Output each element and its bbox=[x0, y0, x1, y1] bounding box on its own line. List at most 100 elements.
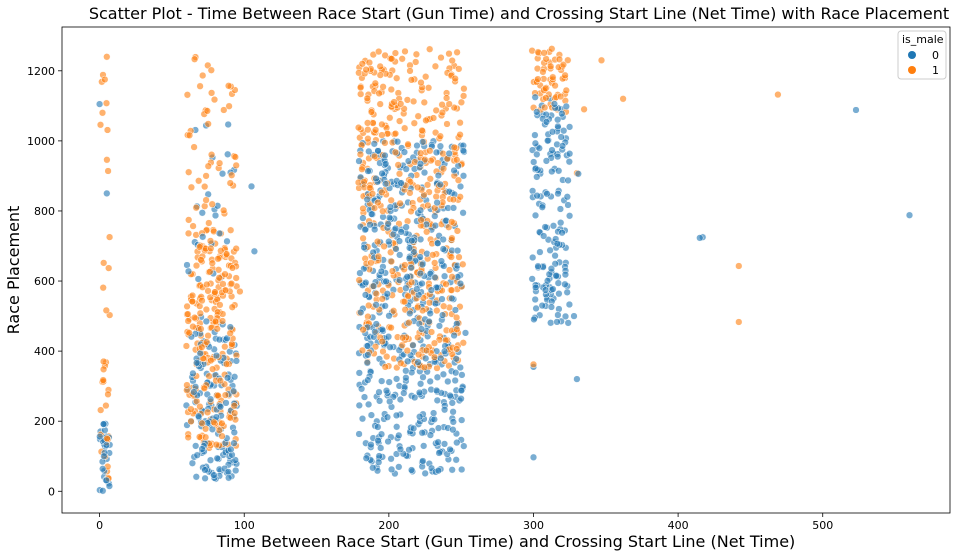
data-point-1 bbox=[358, 346, 367, 355]
data-point-0 bbox=[190, 388, 198, 396]
data-point-0 bbox=[449, 418, 457, 426]
data-point-0 bbox=[418, 279, 426, 288]
data-point-0 bbox=[381, 151, 389, 160]
data-point-1 bbox=[202, 172, 210, 180]
data-point-0 bbox=[563, 288, 571, 296]
data-point-1 bbox=[378, 295, 386, 303]
data-point-0 bbox=[431, 221, 440, 230]
data-point-0 bbox=[439, 245, 447, 253]
data-point-1 bbox=[212, 441, 221, 449]
data-point-1 bbox=[227, 226, 235, 234]
data-point-1 bbox=[407, 278, 416, 286]
data-point-1 bbox=[99, 284, 107, 292]
data-point-1 bbox=[183, 91, 192, 99]
data-point-1 bbox=[202, 305, 211, 314]
data-point-0 bbox=[437, 257, 446, 265]
data-point-1 bbox=[211, 317, 220, 325]
data-point-1 bbox=[211, 288, 219, 296]
data-point-0 bbox=[396, 445, 405, 453]
data-point-1 bbox=[395, 170, 404, 178]
data-point-1 bbox=[103, 126, 112, 134]
data-point-1 bbox=[619, 95, 627, 103]
data-point-1 bbox=[450, 143, 458, 152]
data-point-1 bbox=[205, 219, 213, 227]
data-point-0 bbox=[362, 454, 370, 462]
data-point-1 bbox=[427, 156, 435, 165]
data-point-1 bbox=[455, 65, 463, 73]
data-point-1 bbox=[540, 49, 548, 57]
data-point-0 bbox=[531, 93, 539, 101]
data-point-1 bbox=[420, 98, 428, 107]
data-point-1 bbox=[436, 132, 444, 140]
data-point-0 bbox=[551, 252, 559, 260]
plot-area bbox=[61, 26, 951, 514]
data-point-0 bbox=[409, 424, 418, 433]
data-point-0 bbox=[224, 120, 232, 129]
data-point-1 bbox=[399, 334, 407, 342]
data-point-0 bbox=[363, 359, 371, 367]
data-point-0 bbox=[450, 331, 458, 340]
data-point-1 bbox=[230, 409, 239, 417]
data-point-0 bbox=[555, 290, 563, 298]
data-point-1 bbox=[445, 100, 453, 108]
data-point-0 bbox=[565, 300, 574, 309]
data-point-0 bbox=[436, 180, 444, 189]
data-point-1 bbox=[206, 237, 215, 245]
data-point-0 bbox=[367, 441, 375, 449]
data-point-0 bbox=[378, 377, 386, 385]
data-point-1 bbox=[431, 259, 439, 267]
data-point-0 bbox=[218, 170, 227, 178]
data-point-1 bbox=[417, 78, 425, 87]
data-point-0 bbox=[102, 476, 111, 485]
data-point-1 bbox=[396, 199, 404, 208]
data-point-1 bbox=[97, 406, 105, 414]
data-point-0 bbox=[404, 357, 412, 365]
data-point-1 bbox=[358, 60, 366, 68]
data-point-0 bbox=[194, 275, 202, 283]
data-point-1 bbox=[363, 94, 371, 102]
data-point-0 bbox=[456, 182, 465, 191]
data-point-1 bbox=[423, 228, 431, 236]
y-axis-label: Race Placement bbox=[4, 206, 23, 335]
data-point-1 bbox=[375, 47, 383, 56]
data-point-0 bbox=[99, 465, 107, 473]
data-point-0 bbox=[360, 393, 369, 401]
data-point-1 bbox=[231, 153, 239, 161]
data-point-1 bbox=[218, 317, 227, 325]
data-point-1 bbox=[432, 192, 440, 201]
data-point-1 bbox=[386, 114, 394, 122]
data-point-0 bbox=[565, 123, 574, 131]
chart-title: Scatter Plot - Time Between Race Start (… bbox=[89, 4, 949, 23]
data-point-1 bbox=[192, 204, 200, 212]
data-point-0 bbox=[549, 222, 558, 230]
data-point-1 bbox=[406, 67, 414, 75]
data-point-1 bbox=[367, 259, 375, 267]
data-point-0 bbox=[210, 471, 218, 479]
data-point-1 bbox=[213, 325, 221, 333]
data-point-1 bbox=[564, 56, 572, 64]
data-point-0 bbox=[229, 387, 238, 395]
data-point-0 bbox=[422, 354, 430, 363]
data-point-0 bbox=[445, 149, 453, 158]
data-point-0 bbox=[564, 201, 572, 209]
y-tick-label: 1000 bbox=[27, 135, 55, 148]
data-point-1 bbox=[432, 106, 440, 115]
data-point-1 bbox=[439, 165, 448, 173]
data-point-0 bbox=[383, 413, 392, 421]
data-point-1 bbox=[358, 165, 366, 173]
data-point-1 bbox=[190, 143, 198, 151]
data-point-0 bbox=[414, 358, 422, 366]
data-point-0 bbox=[232, 466, 240, 475]
data-point-0 bbox=[439, 370, 448, 378]
data-point-0 bbox=[434, 239, 442, 247]
data-point-1 bbox=[99, 365, 108, 373]
data-point-0 bbox=[453, 438, 461, 447]
data-point-1 bbox=[204, 162, 212, 170]
data-point-1 bbox=[442, 94, 451, 102]
data-point-1 bbox=[210, 418, 218, 426]
data-point-1 bbox=[448, 56, 456, 65]
data-point-0 bbox=[230, 428, 238, 437]
data-point-0 bbox=[429, 409, 438, 417]
data-point-1 bbox=[379, 83, 387, 91]
